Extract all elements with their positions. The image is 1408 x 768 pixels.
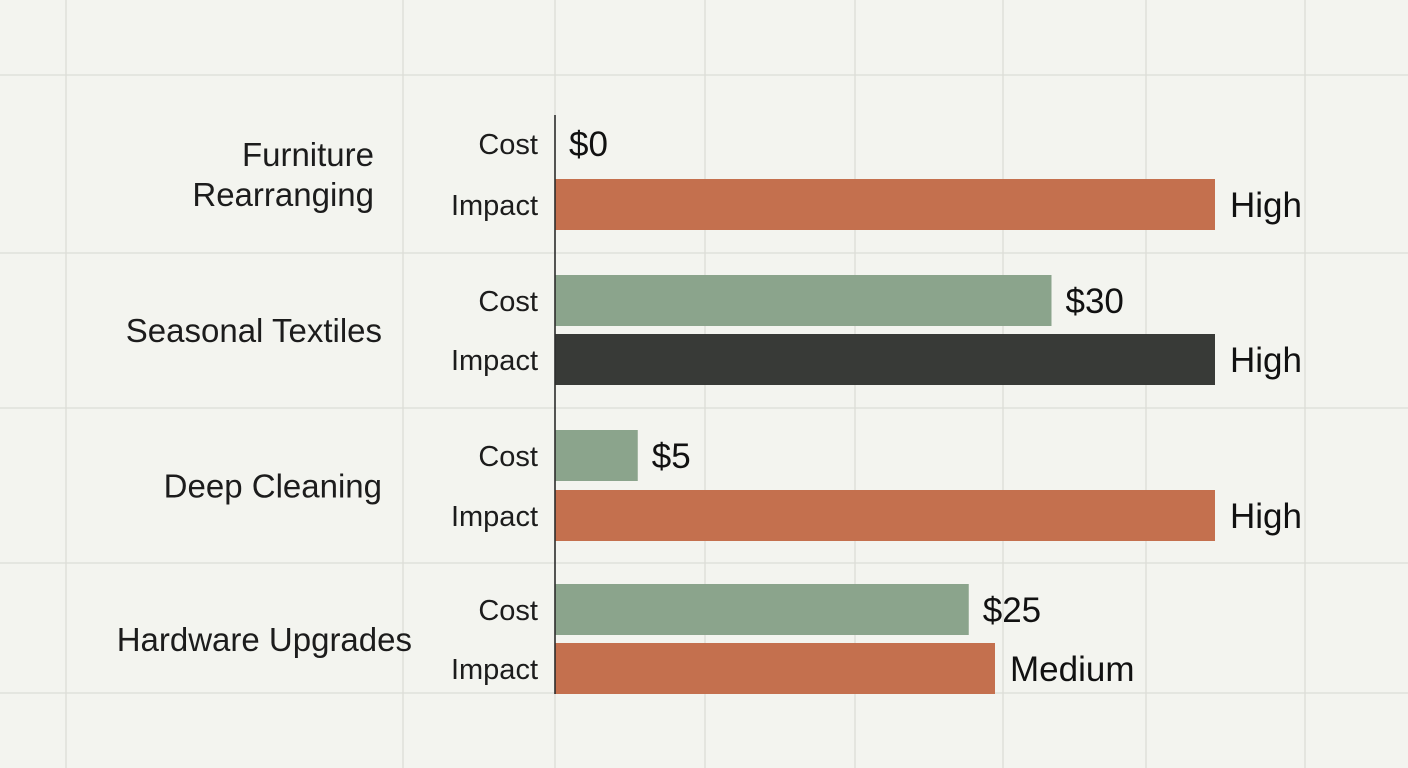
impact-bar: [555, 490, 1215, 541]
impact-bar: [555, 643, 995, 694]
cost-value-label: $0: [569, 125, 608, 164]
category-label-line: Deep Cleaning: [164, 468, 382, 505]
impact-bar: [555, 334, 1215, 385]
cost-row-label: Cost: [478, 286, 538, 318]
category-label-line: Seasonal Textiles: [126, 312, 382, 349]
impact-row-label: Impact: [451, 345, 538, 377]
cost-row-label: Cost: [478, 595, 538, 627]
cost-value-label: $5: [652, 437, 691, 476]
category-label: Seasonal Textiles: [126, 312, 382, 349]
cost-row-label: Cost: [478, 129, 538, 161]
category-label: Deep Cleaning: [164, 468, 382, 505]
impact-value-label: High: [1230, 186, 1302, 225]
impact-value-label: High: [1230, 497, 1302, 536]
cost-value-label: $30: [1066, 282, 1124, 321]
cost-row-label: Cost: [478, 441, 538, 473]
category-label: Furniture Rearranging: [192, 136, 374, 213]
category-label-line: Hardware Upgrades: [117, 621, 412, 658]
bars: [555, 179, 1215, 694]
cost-bar: [555, 275, 1052, 326]
cost-value-label: $25: [983, 591, 1041, 630]
impact-row-label: Impact: [451, 654, 538, 686]
category-label: Hardware Upgrades: [117, 621, 412, 658]
impact-bar: [555, 179, 1215, 230]
impact-value-label: High: [1230, 341, 1302, 380]
impact-value-label: Medium: [1010, 650, 1134, 689]
impact-row-label: Impact: [451, 501, 538, 533]
category-label-line: Rearranging: [192, 176, 374, 213]
cost-bar: [555, 584, 969, 635]
labels: Furniture Rearranging Cost Impact $0 High Seas…: [117, 125, 1302, 689]
category-label-line: Furniture: [242, 136, 374, 173]
impact-row-label: Impact: [451, 190, 538, 222]
cost-bar: [555, 430, 638, 481]
